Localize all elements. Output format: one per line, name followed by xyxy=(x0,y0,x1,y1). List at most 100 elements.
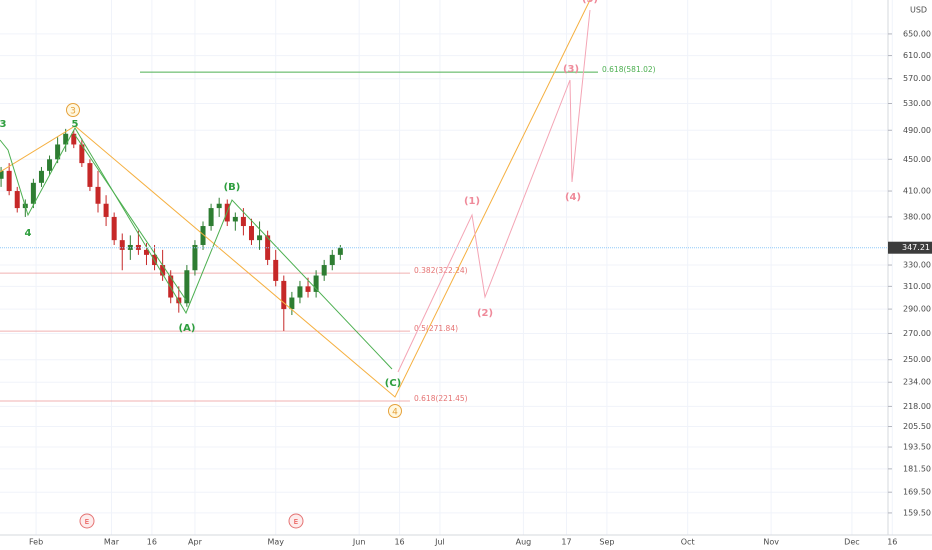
event-label: E xyxy=(294,518,298,526)
orange-wave xyxy=(0,0,591,398)
candle-body xyxy=(79,144,85,164)
candle-body xyxy=(111,216,117,241)
fib-label: 0.5(271.84) xyxy=(414,324,458,333)
y-tick-label: 234.00 xyxy=(903,378,931,387)
candle-body xyxy=(313,275,319,292)
candle-body xyxy=(232,216,238,222)
y-tick-label: 193.50 xyxy=(903,443,931,452)
candle-body xyxy=(265,235,271,260)
y-tick-label: 270.00 xyxy=(903,329,931,338)
wave-circle xyxy=(388,404,402,418)
candle-body xyxy=(0,170,4,179)
event-marker xyxy=(288,513,304,529)
candle-body xyxy=(103,203,109,217)
candle-body xyxy=(160,265,166,276)
candle-body xyxy=(305,286,311,292)
x-tick-label: Aug xyxy=(516,538,532,547)
fib-label: 0.382(322.24) xyxy=(414,266,468,275)
x-tick-label: 16 xyxy=(147,538,157,547)
wave-label: (1) xyxy=(464,196,480,207)
green-wave xyxy=(0,126,393,370)
y-tick-label: 410.00 xyxy=(903,187,931,196)
y-tick-label: 169.50 xyxy=(903,488,931,497)
y-tick-label: 490.00 xyxy=(903,126,931,135)
wave-label: 4 xyxy=(25,228,32,239)
green-channel xyxy=(74,134,187,301)
candle-body xyxy=(192,244,198,271)
y-tick-label: 290.00 xyxy=(903,305,931,314)
wave-label: (2) xyxy=(477,308,493,319)
wave-label: (B) xyxy=(224,182,241,193)
candle-body xyxy=(6,170,12,192)
wave-label: 3 xyxy=(70,107,76,117)
x-tick-label: 16 xyxy=(394,538,404,547)
candle-body xyxy=(119,240,125,250)
y-tick-label: 450.00 xyxy=(903,155,931,164)
x-tick-label: 17 xyxy=(561,538,571,547)
wave-label: (A) xyxy=(179,323,196,334)
candle-body xyxy=(321,265,327,276)
candle-body xyxy=(200,226,206,245)
candle-body xyxy=(55,144,61,160)
x-tick-label: Jul xyxy=(434,538,445,547)
candle-body xyxy=(281,280,287,310)
x-tick-label: May xyxy=(267,538,284,547)
wave-circle xyxy=(66,103,80,117)
wave-label: (C) xyxy=(385,378,401,389)
y-tick-label: 250.00 xyxy=(903,355,931,364)
x-tick-label: Feb xyxy=(29,538,43,547)
last-price-badge xyxy=(888,241,932,254)
fib-levels: 0.382(322.24) 0.5(271.84) 0.618(221.45) 0.6… xyxy=(0,65,656,403)
wave-label: (3) xyxy=(563,64,579,75)
x-tick-label: Oct xyxy=(681,538,695,547)
candle-body xyxy=(208,208,214,227)
candle-body xyxy=(289,297,295,310)
candle-body xyxy=(95,186,101,204)
candle-body xyxy=(63,133,69,145)
wave-label: (4) xyxy=(565,192,581,203)
candle-body xyxy=(240,216,246,227)
fib-label: 0.618(581.02) xyxy=(602,65,656,74)
candle-body xyxy=(273,259,279,281)
x-tick-label: 16 xyxy=(887,538,897,547)
candle-body xyxy=(337,247,343,255)
wave-label: 3 xyxy=(0,119,7,130)
candle-body xyxy=(248,226,254,241)
candle-body xyxy=(47,159,53,171)
candle-body xyxy=(297,286,303,298)
y-tick-label: 650.00 xyxy=(903,29,931,38)
x-tick-label: Nov xyxy=(763,538,779,547)
y-tick-label: 330.00 xyxy=(903,261,931,270)
y-tick-label: 310.00 xyxy=(903,282,931,291)
last-price-label: 347.21 xyxy=(902,243,930,252)
candle-body xyxy=(30,182,36,204)
wave-label: (5) xyxy=(582,0,598,5)
fib-label: 0.618(221.45) xyxy=(414,394,468,403)
y-tick-label: 218.00 xyxy=(903,402,931,411)
event-marker xyxy=(79,513,95,529)
x-tick-label: Sep xyxy=(599,538,614,547)
candle-body xyxy=(71,133,77,145)
y-tick-label: 530.00 xyxy=(903,99,931,108)
currency: USD xyxy=(910,6,927,15)
y-tick-label: 181.50 xyxy=(903,464,931,473)
event-label: E xyxy=(85,518,89,526)
y-tick-label: 380.00 xyxy=(903,212,931,221)
x-tick-label: Dec xyxy=(844,538,859,547)
candle-body xyxy=(168,275,174,298)
candle-body xyxy=(143,249,149,255)
x-tick-label: Jun xyxy=(352,538,366,547)
y-tick-label: 159.50 xyxy=(903,508,931,517)
y-tick-label: 570.00 xyxy=(903,74,931,83)
candle-body xyxy=(87,163,93,187)
pink-wave xyxy=(397,9,591,373)
x-tick-label: Mar xyxy=(104,538,120,547)
wave-label: 5 xyxy=(72,119,79,130)
candle-body xyxy=(38,170,44,183)
candle-body xyxy=(257,235,263,241)
wave-labels: 3 4 5 3 (A) (B) (C) 4 (1) (2) (3) (4) (5) xyxy=(0,0,598,418)
x-tick-label: Apr xyxy=(188,538,203,547)
candle-body xyxy=(216,203,222,209)
